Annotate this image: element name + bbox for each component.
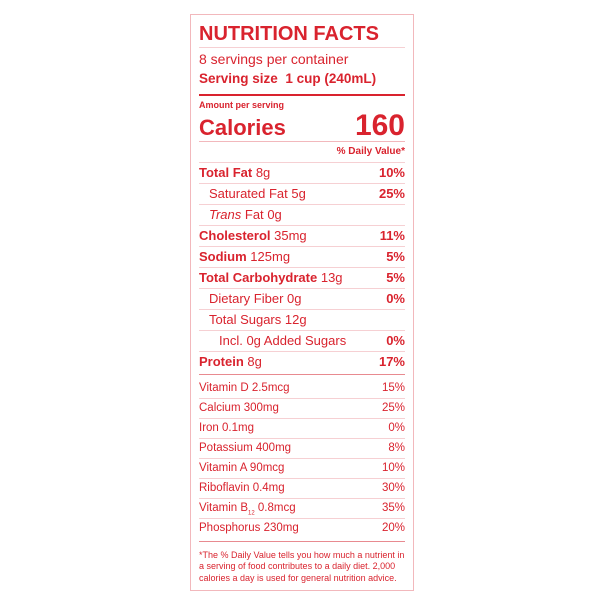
nutrient-row-dietary-fiber: Dietary Fiber 0g 0%	[199, 289, 405, 310]
vitamin-row: Calcium 300mg 25%	[199, 399, 405, 420]
amount-per-serving: Amount per serving	[199, 100, 285, 110]
nutrient-row-added-sugars: Incl. 0g Added Sugars 0%	[199, 331, 405, 352]
vitamin-label: Phosphorus 230mg	[199, 522, 299, 535]
nutrient-dv: 17%	[378, 354, 405, 369]
vitamin-dv: 35%	[381, 502, 405, 515]
vitamins-section: Vitamin D 2.5mcg 15% Calcium 300mg 25% Iro…	[199, 379, 405, 539]
nutrient-row-protein: Protein 8g 17%	[199, 352, 405, 372]
vitamin-name: Vitamin B	[199, 502, 249, 515]
vitamin-row: Vitamin B12 0.8mcg 35%	[199, 499, 405, 520]
nutrient-row-total-sugars: Total Sugars 12g	[199, 310, 405, 331]
nutrient-amount: 0g	[267, 207, 282, 222]
nutrient-dv: 25%	[378, 186, 405, 201]
nutrient-row-cholesterol: Cholesterol 35mg 11%	[199, 226, 405, 247]
nutrient-name: Incl. 0g Added Sugars	[219, 333, 347, 348]
nutrient-amount: 8g	[255, 165, 271, 180]
nutrient-name: Total Carbohydrate	[199, 270, 318, 285]
vitamin-dv: 30%	[381, 482, 405, 495]
nutrient-name: Total Sugars	[209, 312, 282, 327]
daily-value-header: % Daily Value*	[199, 142, 405, 163]
serving-size-label: Serving size	[199, 71, 278, 86]
nutrient-row-saturated-fat: Saturated Fat 5g 25%	[199, 184, 405, 205]
nutrient-amount: 5g	[291, 186, 306, 201]
vitamin-dv: 10%	[381, 462, 405, 475]
nutrient-name: Trans	[209, 207, 242, 222]
serving-size-value: 1 cup (240mL)	[285, 71, 377, 86]
vitamin-dv: 20%	[381, 522, 405, 535]
vitamin-subscript: 12	[248, 510, 255, 517]
vitamin-row: Vitamin D 2.5mcg 15%	[199, 379, 405, 400]
vitamin-label: Potassium 400mg	[199, 442, 292, 455]
nutrient-amount: 12g	[284, 312, 307, 327]
nutrient-name: Protein	[199, 354, 244, 369]
vitamin-row: Riboflavin 0.4mg 30%	[199, 479, 405, 500]
nutrient-row-sodium: Sodium 125mg 5%	[199, 247, 405, 268]
vitamin-amount: 0.8mcg	[257, 502, 296, 515]
nutrient-name: Sodium	[199, 249, 247, 264]
vitamin-row: Phosphorus 230mg 20%	[199, 519, 405, 539]
calories-row: Calories 160	[199, 111, 405, 142]
serving-size: Serving size 1 cup (240mL)	[199, 69, 405, 88]
nutrient-name: Total Fat	[199, 165, 253, 180]
nutrient-name: Saturated Fat	[209, 186, 288, 201]
footnote: *The % Daily Value tells you how much a …	[199, 549, 405, 583]
nutrient-row-trans-fat: Trans Fat 0g	[199, 205, 405, 226]
calories-value: 160	[354, 109, 405, 142]
nutrient-amount: 8g	[247, 354, 262, 369]
nutrient-name: Cholesterol	[199, 228, 271, 243]
label-title: NUTRITION FACTS	[199, 21, 405, 48]
nutrient-row-total-fat: Total Fat 8g 10%	[199, 163, 405, 184]
vitamin-dv: 8%	[388, 442, 405, 455]
vitamin-row: Vitamin A 90mcg 10%	[199, 459, 405, 480]
vitamin-label: Vitamin D 2.5mcg	[199, 382, 290, 395]
nutrient-amount: 0g	[287, 291, 302, 306]
calories-label: Calories	[199, 115, 286, 140]
nutrient-dv: 0%	[386, 333, 405, 348]
nutrition-facts-label: NUTRITION FACTS 8 servings per container…	[190, 14, 414, 592]
vitamin-label: Vitamin A 90mcg	[199, 462, 285, 475]
vitamin-dv: 0%	[388, 422, 405, 435]
nutrient-dv: 5%	[386, 270, 405, 285]
nutrient-dv: 10%	[378, 165, 405, 180]
nutrient-name-suffix: Fat	[244, 207, 264, 222]
nutrient-amount: 35mg	[274, 228, 307, 243]
vitamin-dv: 25%	[381, 402, 405, 415]
vitamin-label: Riboflavin 0.4mg	[199, 482, 285, 495]
nutrient-amount: 125mg	[250, 249, 291, 264]
vitamin-label: Vitamin B12 0.8mcg	[199, 499, 296, 518]
vitamin-row: Iron 0.1mg 0%	[199, 419, 405, 440]
nutrient-dv: 11%	[379, 228, 405, 243]
vitamin-label: Calcium 300mg	[199, 402, 279, 415]
divider	[199, 94, 405, 96]
nutrient-row-total-carbohydrate: Total Carbohydrate 13g 5%	[199, 268, 405, 289]
vitamin-dv: 15%	[381, 382, 405, 395]
nutrient-dv: 5%	[386, 249, 405, 264]
nutrient-amount: 13g	[320, 270, 343, 285]
nutrient-name: Dietary Fiber	[209, 291, 284, 306]
vitamin-label: Iron 0.1mg	[199, 422, 254, 435]
nutrient-dv: 0%	[386, 291, 405, 306]
vitamin-row: Potassium 400mg 8%	[199, 439, 405, 460]
divider	[199, 540, 405, 542]
divider	[199, 374, 405, 376]
servings-per-container: 8 servings per container	[199, 51, 349, 67]
